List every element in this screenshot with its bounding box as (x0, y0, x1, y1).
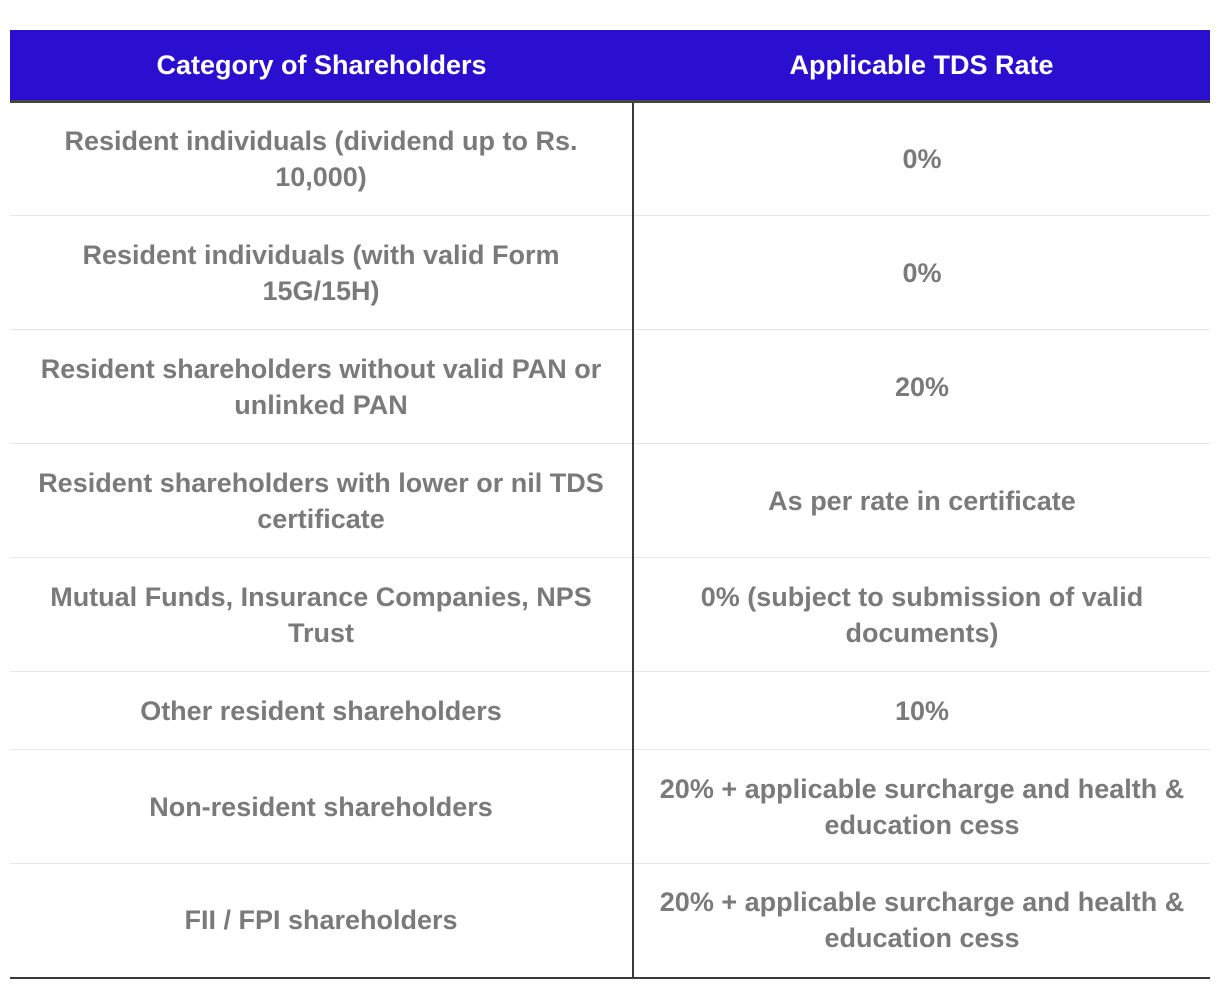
rate-cell: As per rate in certificate (633, 443, 1210, 558)
table-body: Resident individuals (dividend up to Rs.… (10, 101, 1210, 979)
table-row: Mutual Funds, Insurance Companies, NPS T… (10, 557, 1210, 672)
table-row: Non-resident shareholders 20% + applicab… (10, 749, 1210, 864)
rate-cell: 0% (633, 101, 1210, 216)
category-cell: Resident individuals (dividend up to Rs.… (10, 101, 634, 216)
rate-cell: 0% (subject to submission of valid docum… (633, 557, 1210, 672)
header-row: Category of Shareholders Applicable TDS … (10, 30, 1210, 103)
table-row: Resident shareholders with lower or nil … (10, 443, 1210, 558)
rate-cell: 20% (633, 329, 1210, 444)
tds-rate-table: Category of Shareholders Applicable TDS … (10, 30, 1210, 979)
table-header: Category of Shareholders Applicable TDS … (10, 30, 1210, 103)
table-row: Resident individuals (with valid Form 15… (10, 215, 1210, 330)
category-cell: Other resident shareholders (10, 671, 634, 750)
category-cell: Resident individuals (with valid Form 15… (10, 215, 634, 330)
header-category: Category of Shareholders (10, 30, 633, 103)
tds-rate-table-container: Category of Shareholders Applicable TDS … (10, 30, 1210, 979)
category-cell: Mutual Funds, Insurance Companies, NPS T… (10, 557, 634, 672)
rate-cell: 20% + applicable surcharge and health & … (633, 863, 1210, 979)
category-cell: Resident shareholders with lower or nil … (10, 443, 634, 558)
header-rate: Applicable TDS Rate (633, 30, 1210, 103)
table-row: Other resident shareholders 10% (10, 671, 1210, 750)
rate-cell: 0% (633, 215, 1210, 330)
rate-cell: 10% (633, 671, 1210, 750)
category-cell: Resident shareholders without valid PAN … (10, 329, 634, 444)
table-row: Resident shareholders without valid PAN … (10, 329, 1210, 444)
category-cell: Non-resident shareholders (10, 749, 634, 864)
rate-cell: 20% + applicable surcharge and health & … (633, 749, 1210, 864)
table-row: FII / FPI shareholders 20% + applicable … (10, 863, 1210, 979)
table-row: Resident individuals (dividend up to Rs.… (10, 101, 1210, 216)
category-cell: FII / FPI shareholders (10, 863, 634, 979)
